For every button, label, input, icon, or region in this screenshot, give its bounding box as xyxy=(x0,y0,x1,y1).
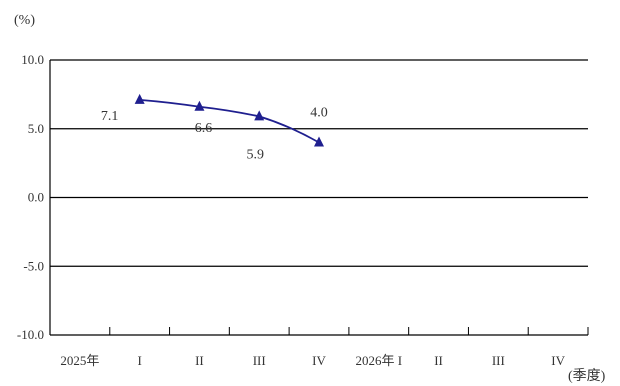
series-line xyxy=(139,98,320,144)
y-axis-ticks: 10.0 5.0 0.0 -5.0 -10.0 xyxy=(17,52,44,342)
x-tick-label: IV xyxy=(551,353,565,368)
x-tick-label: I xyxy=(137,353,141,368)
y-tick-label: 0.0 xyxy=(28,190,44,205)
x-tick-label: 2025年 xyxy=(60,353,99,368)
x-tick-label: 2026年 I xyxy=(355,353,402,368)
x-tick-label: III xyxy=(492,353,505,368)
x-tick-label: II xyxy=(195,353,204,368)
series-group: 7.1 6.6 5.9 4.0 xyxy=(101,93,328,162)
y-unit-label: (%) xyxy=(14,13,35,28)
grid-lines xyxy=(50,59,588,336)
x-unit-label: (季度) xyxy=(568,368,606,384)
y-tick-label: -5.0 xyxy=(23,258,44,273)
y-tick-label: 10.0 xyxy=(21,52,44,67)
data-label: 7.1 xyxy=(101,109,119,124)
x-axis: 2025年 I II III IV 2026年 I II III IV xyxy=(49,60,589,368)
y-tick-label: -10.0 xyxy=(17,327,44,342)
x-tick-label: II xyxy=(434,353,443,368)
data-label: 5.9 xyxy=(246,147,264,162)
data-label: 4.0 xyxy=(310,106,328,121)
data-label: 6.6 xyxy=(195,121,213,136)
data-point-marker xyxy=(194,100,205,111)
x-tick-label: IV xyxy=(312,353,326,368)
x-tick-label: III xyxy=(253,353,266,368)
y-tick-label: 5.0 xyxy=(28,121,44,136)
data-point-marker xyxy=(314,136,324,147)
data-point-marker xyxy=(134,93,145,104)
data-point-marker xyxy=(254,110,265,121)
